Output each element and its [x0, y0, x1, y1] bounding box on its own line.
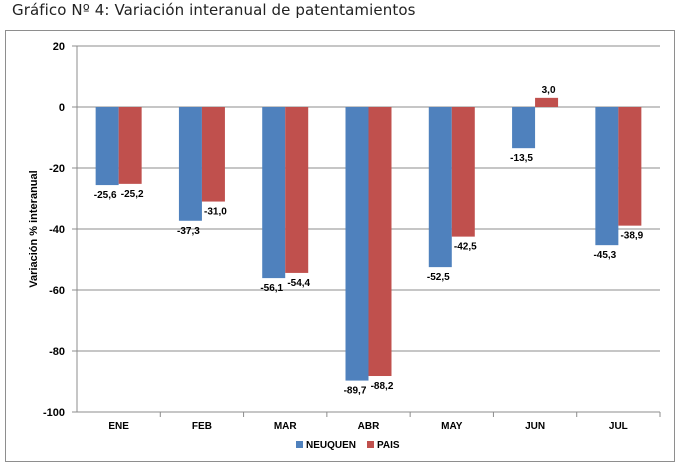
y-tick-label: -20 [49, 163, 65, 175]
bar-pais-ene [118, 107, 142, 184]
y-tick-label: -100 [43, 407, 65, 419]
data-label-neuquen: -37,3 [177, 226, 200, 237]
y-tick-label: 20 [53, 41, 65, 53]
y-tick-label: 0 [59, 102, 65, 114]
bar-pais-abr [368, 107, 392, 377]
data-label-pais: -42,5 [454, 242, 477, 253]
data-label-neuquen: -25,6 [94, 190, 117, 201]
data-label-pais: 3,0 [542, 85, 556, 96]
bar-neuquen-jul [595, 107, 619, 246]
legend-swatch-pais [367, 441, 374, 448]
data-label-pais: -25,2 [121, 189, 144, 200]
legend-label-neuquen: NEUQUEN [306, 440, 356, 451]
bar-pais-jul [618, 107, 642, 226]
bar-neuquen-jun [512, 107, 536, 149]
y-axis-title: Variación % interanual [28, 170, 40, 287]
x-tick-label: JUL [609, 421, 628, 432]
bar-pais-jun [535, 97, 559, 107]
data-label-neuquen: -89,7 [344, 386, 367, 397]
bar-neuquen-ene [95, 107, 119, 186]
bar-neuquen-may [428, 107, 452, 268]
x-tick-label: FEB [192, 421, 212, 432]
bar-neuquen-abr [345, 107, 369, 381]
bar-pais-feb [201, 107, 225, 202]
bar-pais-may [451, 107, 475, 237]
data-label-neuquen: -52,5 [427, 272, 450, 283]
y-tick-label: -40 [49, 224, 65, 236]
data-label-pais: -38,9 [620, 231, 643, 242]
legend-label-pais: PAIS [377, 440, 400, 451]
legend-swatch-neuquen [296, 441, 303, 448]
data-label-pais: -88,2 [371, 381, 394, 392]
bar-neuquen-mar [262, 107, 286, 279]
x-tick-label: ABR [358, 421, 380, 432]
x-tick-label: ENE [108, 421, 129, 432]
data-label-pais: -31,0 [204, 207, 227, 218]
data-label-neuquen: -13,5 [510, 153, 533, 164]
data-label-neuquen: -45,3 [593, 250, 616, 261]
y-tick-label: -60 [49, 285, 65, 297]
y-tick-label: -80 [49, 346, 65, 358]
x-tick-label: MAR [274, 421, 298, 432]
x-tick-label: JUN [525, 421, 545, 432]
chart-frame [5, 30, 675, 462]
x-tick-label: MAY [441, 421, 463, 432]
bar-pais-mar [285, 107, 309, 273]
data-label-neuquen: -56,1 [260, 283, 283, 294]
data-label-pais: -54,4 [287, 278, 310, 289]
chart-title: Gráfico Nº 4: Variación interanual de pa… [12, 1, 416, 19]
bar-neuquen-feb [178, 107, 202, 221]
